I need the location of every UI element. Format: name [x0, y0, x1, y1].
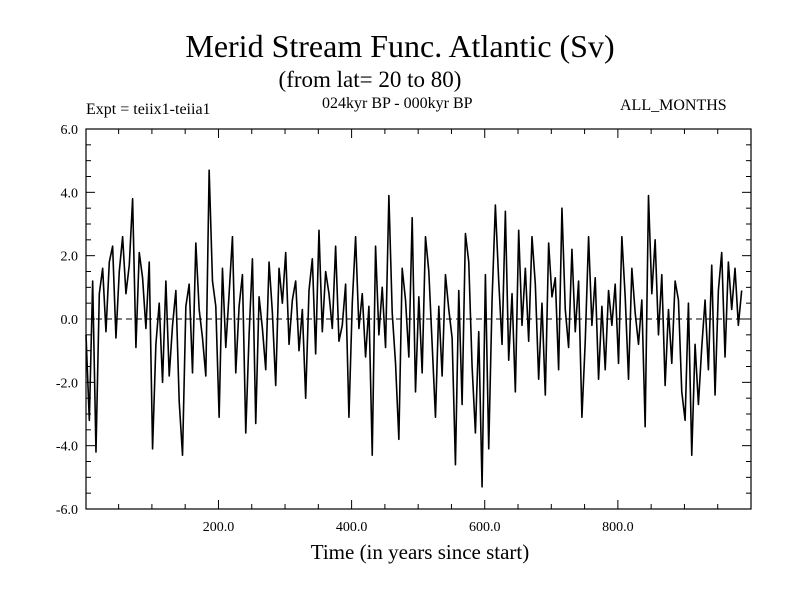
period-annotation: 024kyr BP - 000kyr BP [322, 95, 473, 112]
y-tick-label: 2.0 [61, 250, 79, 265]
x-axis-label: Time (in years since start) [310, 540, 530, 564]
y-tick-label: 0.0 [61, 313, 79, 328]
series-line [85, 169, 743, 488]
y-tick-label: 4.0 [61, 186, 79, 201]
x-tick-label: 400.0 [336, 520, 368, 535]
chart-title: Merid Stream Func. Atlantic (Sv) [185, 28, 615, 64]
y-tick-label: -6.0 [56, 503, 78, 518]
months-annotation: ALL_MONTHS [620, 97, 727, 114]
x-tick-label: 800.0 [602, 520, 634, 535]
chart-subtitle: (from lat= 20 to 80) [278, 67, 462, 92]
x-tick-label: 600.0 [469, 520, 501, 535]
experiment-annotation: Expt = teiix1-teiia1 [86, 101, 211, 118]
x-tick-label: 200.0 [203, 520, 235, 535]
tick-labels: -6.0 -4.0 -2.0 0.0 2.0 4.0 6.0 200.0 400.0 600.0 8… [56, 123, 634, 535]
y-tick-label: -4.0 [56, 440, 78, 455]
y-tick-label: 6.0 [61, 123, 79, 138]
plot-frame [85, 128, 752, 510]
y-tick-label: -2.0 [56, 376, 78, 391]
